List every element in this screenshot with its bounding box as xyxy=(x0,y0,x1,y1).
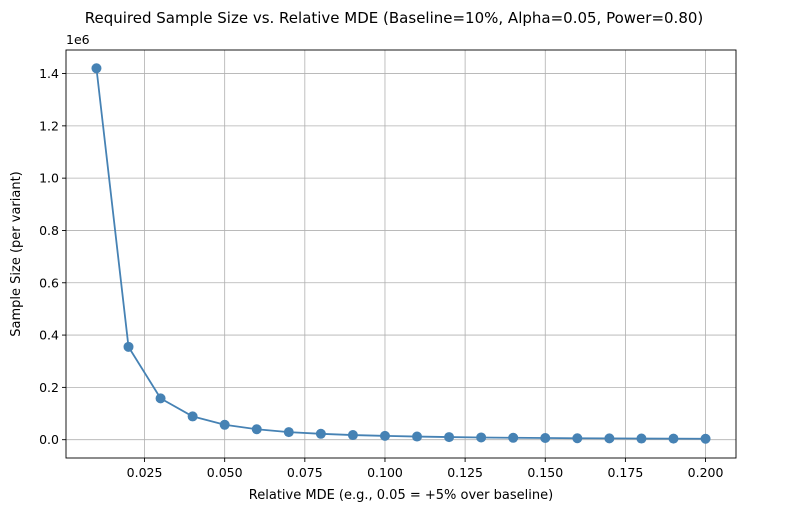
data-point xyxy=(636,433,647,444)
data-point xyxy=(508,432,519,443)
x-tick-label: 0.175 xyxy=(608,465,644,480)
y-tick-label: 0.6 xyxy=(39,275,59,290)
series-lines xyxy=(95,68,706,440)
y-axis-label: Sample Size (per variant) xyxy=(9,171,24,336)
x-axis-label: Relative MDE (e.g., 0.05 = +5% over base… xyxy=(249,488,553,503)
data-point xyxy=(251,424,262,435)
data-point xyxy=(412,431,423,442)
data-point xyxy=(444,432,455,443)
data-point xyxy=(155,393,166,404)
x-tick-label: 0.100 xyxy=(367,465,403,480)
data-point xyxy=(668,433,679,444)
x-tick-label: 0.125 xyxy=(447,465,483,480)
plot-area-frame xyxy=(65,49,737,459)
axis-ticks: 0.025 0.050 0.075 0.100 0.125 0.150 0.175 0.200… xyxy=(39,66,723,480)
data-point xyxy=(347,430,358,441)
series-points xyxy=(91,63,711,444)
series-line xyxy=(95,68,706,440)
data-point xyxy=(219,419,230,430)
data-point xyxy=(572,433,583,444)
x-tick-label: 0.075 xyxy=(287,465,323,480)
y-tick-label: 0.2 xyxy=(39,380,59,395)
y-tick-label: 1.0 xyxy=(39,171,59,186)
y-tick-label: 0.4 xyxy=(39,328,59,343)
x-tick-label: 0.200 xyxy=(688,465,724,480)
data-point xyxy=(283,427,294,438)
y-tick-label: 0.0 xyxy=(39,432,59,447)
data-point xyxy=(187,411,198,422)
y-tick-label: 1.2 xyxy=(39,118,59,133)
x-tick-label: 0.025 xyxy=(127,465,163,480)
data-point xyxy=(540,433,551,444)
y-tick-label: 1.4 xyxy=(39,66,59,81)
data-point xyxy=(315,428,326,439)
data-point xyxy=(700,433,711,444)
x-tick-label: 0.050 xyxy=(207,465,243,480)
data-point xyxy=(91,63,102,74)
x-tick-label: 0.150 xyxy=(527,465,563,480)
chart-title: Required Sample Size vs. Relative MDE (B… xyxy=(85,9,704,27)
y-tick-label: 0.8 xyxy=(39,223,59,238)
data-point xyxy=(379,430,390,441)
data-point xyxy=(123,341,134,352)
y-axis-offset-label: 1e6 xyxy=(66,32,90,47)
gridlines xyxy=(66,50,736,458)
data-point xyxy=(604,433,615,444)
data-point xyxy=(476,432,487,443)
